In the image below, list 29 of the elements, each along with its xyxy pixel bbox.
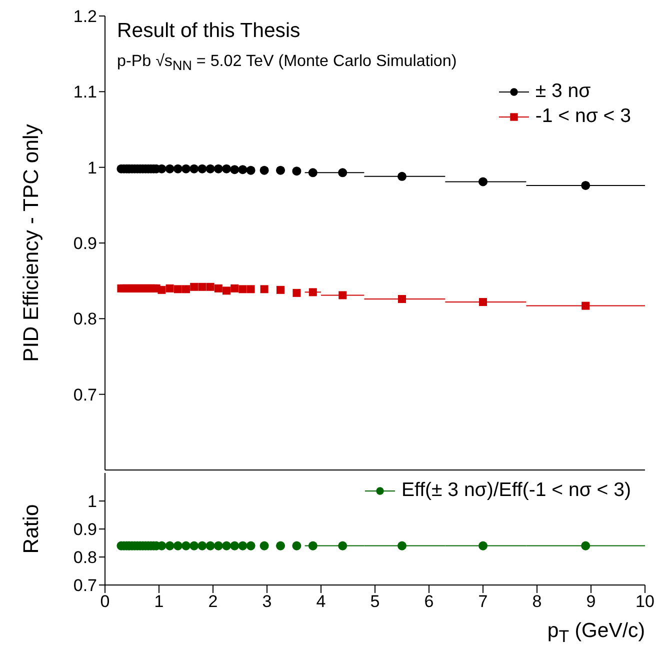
- x-axis-title: p$_{T}$ (GeV/c): [547, 620, 645, 647]
- y-axis-title: PID Efficiency - TPC only: [19, 124, 43, 362]
- y-tick-label: 0.7: [73, 385, 97, 404]
- x-tick-label: 10: [636, 592, 654, 612]
- x-tick-label: 3: [262, 592, 272, 612]
- x-tick-label: 1: [154, 592, 164, 612]
- annotation: p-Pb √s$_{NN}$ = 5.02 TeV (Monte Carlo Simulation): [117, 52, 457, 74]
- x-tick-label: 2: [208, 592, 218, 612]
- y-tick-label: 0.9: [73, 520, 97, 540]
- y-axis-title: Ratio: [19, 504, 43, 554]
- x-tick-label: 6: [424, 592, 434, 612]
- legend-label: -1 < nσ < 3: [535, 105, 631, 128]
- x-tick-label: 9: [586, 592, 596, 612]
- legend-label: ± 3 nσ: [535, 80, 591, 103]
- y-tick-label: 0.8: [73, 548, 97, 568]
- y-tick-label: 0.8: [73, 310, 97, 329]
- y-tick-label: 0.9: [73, 234, 97, 254]
- y-tick-label: 1: [88, 158, 97, 178]
- legend-label: Eff(± 3 nσ)/Eff(-1 < nσ < 3): [401, 479, 631, 502]
- y-tick-label: 0.7: [73, 576, 97, 596]
- y-tick-label: 1.1: [73, 82, 97, 102]
- x-tick-label: 7: [478, 592, 488, 612]
- annotation: Result of this Thesis: [117, 20, 300, 43]
- y-tick-label: 1: [88, 492, 97, 512]
- x-tick-label: 8: [532, 592, 542, 612]
- y-tick-label: 1.2: [73, 7, 97, 26]
- x-tick-label: 5: [370, 592, 380, 612]
- x-tick-label: 0: [100, 592, 110, 612]
- x-tick-label: 4: [316, 592, 326, 612]
